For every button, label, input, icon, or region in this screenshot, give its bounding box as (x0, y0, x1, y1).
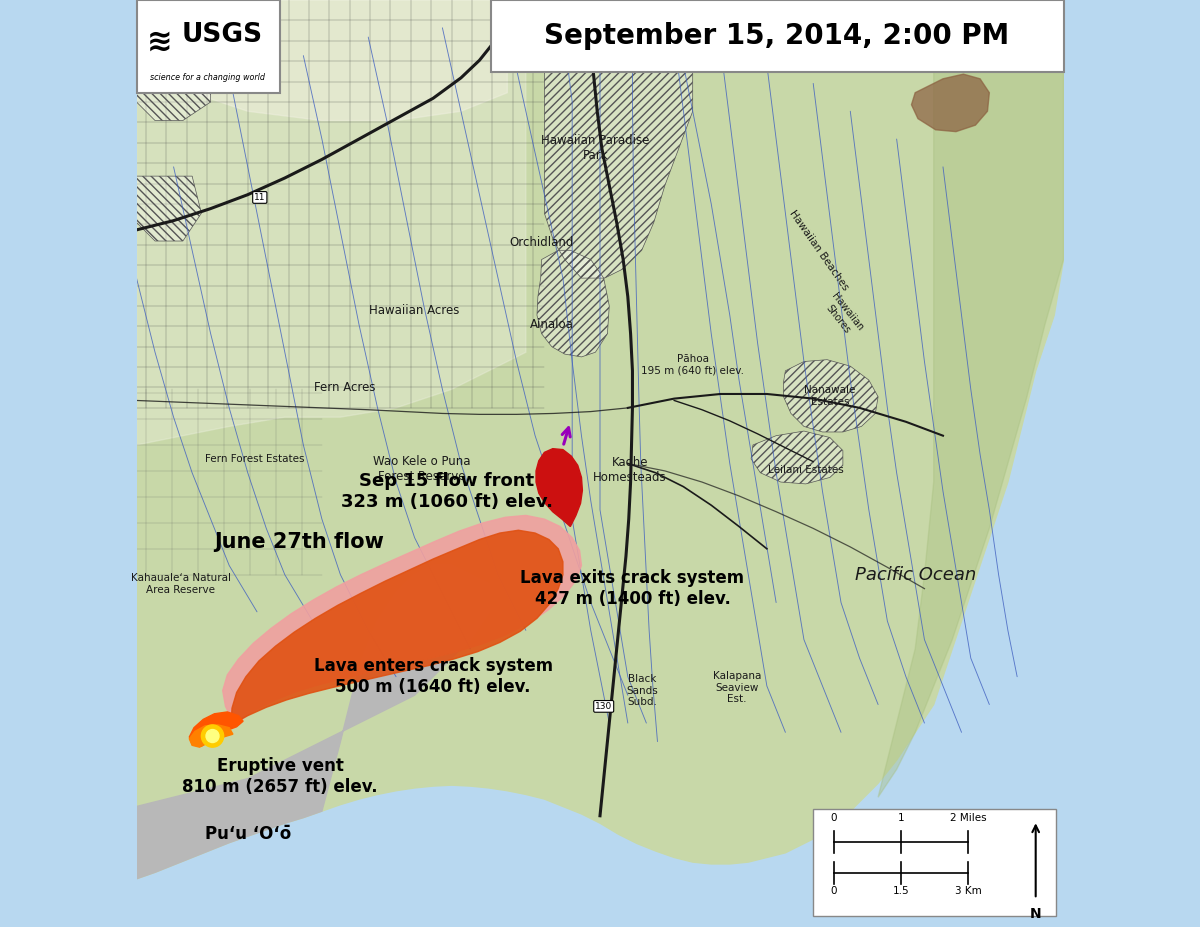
Polygon shape (190, 725, 233, 747)
Text: Lava exits crack system
427 m (1400 ft) elev.: Lava exits crack system 427 m (1400 ft) … (521, 569, 744, 608)
Text: 130: 130 (595, 702, 612, 711)
Text: Kahaualeʻa Natural
Area Reserve: Kahaualeʻa Natural Area Reserve (131, 573, 230, 595)
Polygon shape (536, 449, 582, 527)
Polygon shape (137, 0, 211, 121)
Polygon shape (878, 0, 1063, 797)
Polygon shape (137, 0, 1063, 927)
Polygon shape (751, 431, 842, 484)
Text: 1: 1 (898, 813, 904, 823)
Text: ≋: ≋ (146, 27, 173, 57)
Polygon shape (137, 176, 202, 241)
Text: Hawaiian Acres: Hawaiian Acres (370, 304, 460, 317)
Polygon shape (545, 0, 692, 278)
Text: Hawaiian Beaches: Hawaiian Beaches (787, 209, 851, 292)
Polygon shape (137, 0, 508, 121)
FancyBboxPatch shape (491, 0, 1063, 72)
Polygon shape (784, 360, 878, 432)
Text: Pāhoa
195 m (640 ft) elev.: Pāhoa 195 m (640 ft) elev. (641, 353, 744, 375)
Text: June 27th flow: June 27th flow (214, 532, 384, 552)
Polygon shape (536, 250, 610, 357)
Circle shape (206, 730, 220, 743)
Text: Hawaiian Paradise
Park: Hawaiian Paradise Park (541, 134, 649, 162)
FancyBboxPatch shape (814, 809, 1056, 916)
Text: Lava enters crack system
500 m (1640 ft) elev.: Lava enters crack system 500 m (1640 ft)… (313, 657, 553, 696)
Text: Kalapana
Seaview
Est.: Kalapana Seaview Est. (713, 671, 761, 705)
Text: Fern Forest Estates: Fern Forest Estates (205, 454, 305, 464)
Text: 11: 11 (254, 193, 265, 202)
Text: Kaohe
Homesteads: Kaohe Homesteads (593, 456, 666, 484)
Text: N: N (1030, 907, 1042, 921)
Text: 0: 0 (830, 885, 836, 895)
Text: 3 Km: 3 Km (955, 885, 982, 895)
Text: Puʻu ʻOʻō: Puʻu ʻOʻō (205, 825, 290, 844)
Text: science for a changing world: science for a changing world (150, 73, 265, 83)
Text: Black
Sands
Subd.: Black Sands Subd. (626, 674, 659, 707)
Text: USGS: USGS (181, 22, 263, 48)
Polygon shape (137, 0, 1063, 879)
Circle shape (202, 725, 223, 747)
Text: 1.5: 1.5 (893, 885, 910, 895)
Text: Nanawale
Estates: Nanawale Estates (804, 385, 856, 407)
Polygon shape (137, 565, 488, 879)
Text: Orchidland: Orchidland (510, 236, 574, 249)
Polygon shape (232, 530, 563, 725)
Text: Pacific Ocean: Pacific Ocean (854, 565, 976, 584)
Text: 0: 0 (830, 813, 836, 823)
Text: Hawaiian
Shores: Hawaiian Shores (821, 291, 865, 339)
Polygon shape (223, 515, 582, 728)
Text: September 15, 2014, 2:00 PM: September 15, 2014, 2:00 PM (544, 22, 1009, 50)
Polygon shape (137, 0, 526, 445)
Polygon shape (190, 712, 244, 746)
Text: 130: 130 (582, 58, 599, 68)
Text: Fern Acres: Fern Acres (314, 381, 376, 394)
Text: Sep 15 flow front
323 m (1060 ft) elev.: Sep 15 flow front 323 m (1060 ft) elev. (341, 472, 553, 511)
Text: Ainaloa: Ainaloa (530, 318, 574, 331)
Polygon shape (912, 74, 989, 132)
Text: 2 Miles: 2 Miles (949, 813, 986, 823)
Text: Eruptive vent
810 m (2657 ft) elev.: Eruptive vent 810 m (2657 ft) elev. (182, 757, 378, 796)
Text: Leilani Estates: Leilani Estates (768, 465, 844, 475)
FancyBboxPatch shape (137, 0, 280, 93)
Text: Wao Kele o Puna
Forest Reserve: Wao Kele o Puna Forest Reserve (373, 455, 470, 483)
